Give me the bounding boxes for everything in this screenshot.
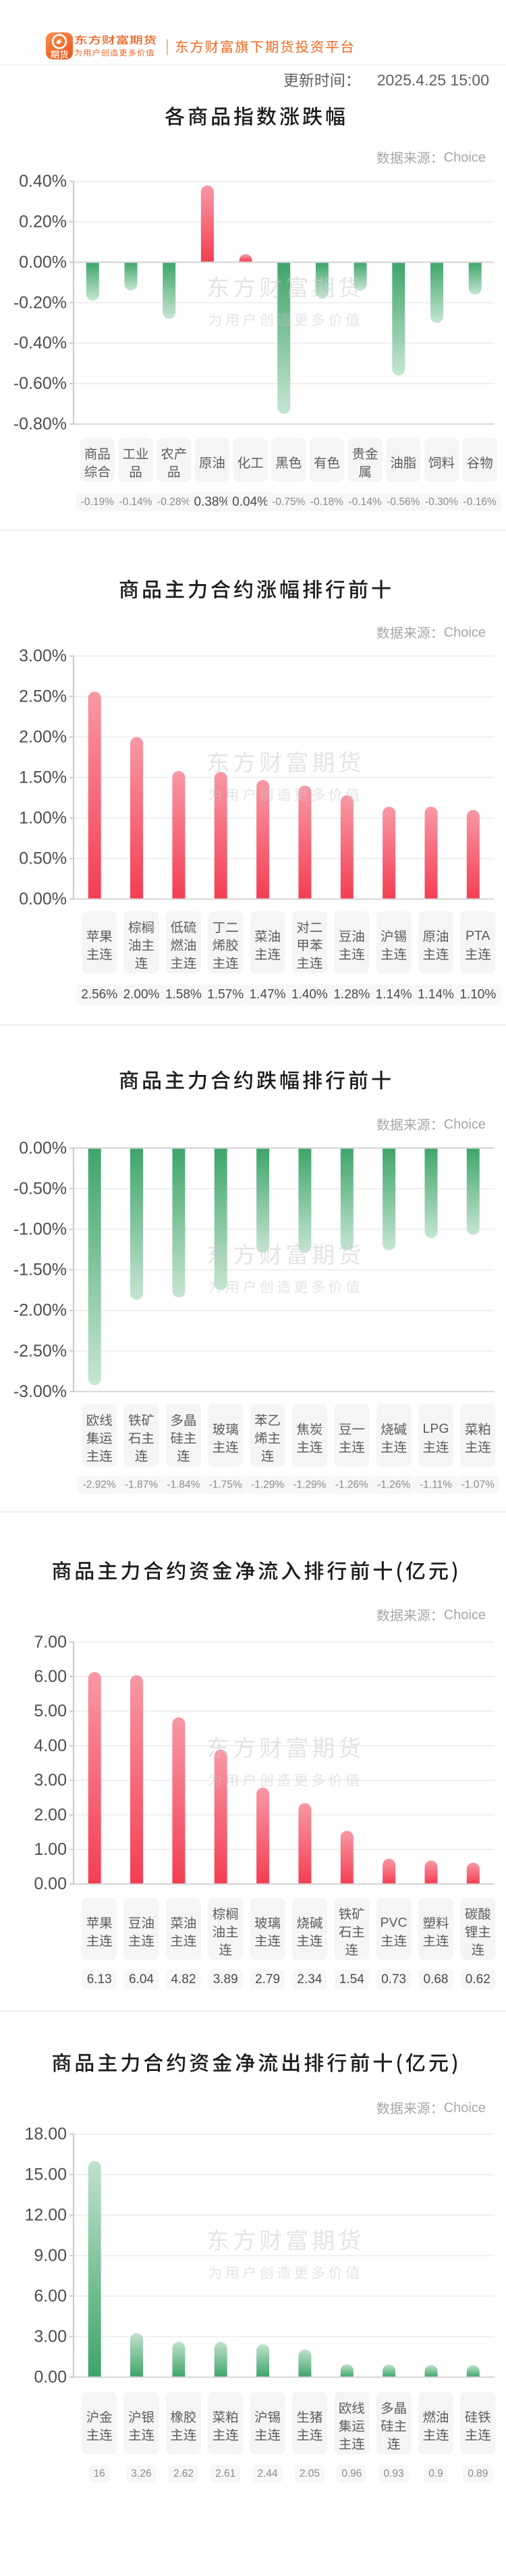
svg-text:3.26: 3.26 <box>131 2468 151 2479</box>
svg-text:16: 16 <box>94 2468 105 2479</box>
svg-text:7.00: 7.00 <box>34 1633 67 1652</box>
svg-text:1.54: 1.54 <box>339 1972 364 1987</box>
svg-text:-0.19%: -0.19% <box>81 496 114 508</box>
svg-text:0.00: 0.00 <box>34 2368 67 2387</box>
svg-text:-1.50%: -1.50% <box>13 1261 67 1280</box>
svg-text:0.20%: 0.20% <box>19 213 67 232</box>
svg-text:0.00%: 0.00% <box>19 253 67 271</box>
svg-text:0.93: 0.93 <box>384 2468 404 2479</box>
svg-text:2.34: 2.34 <box>297 1972 322 1987</box>
svg-text:1.47%: 1.47% <box>250 988 286 1002</box>
svg-text:9.00: 9.00 <box>34 2246 67 2265</box>
svg-text:3.89: 3.89 <box>213 1972 238 1987</box>
svg-text:Choice: Choice <box>444 2101 486 2115</box>
svg-text:Choice: Choice <box>444 1608 486 1623</box>
svg-text:2.00: 2.00 <box>34 1806 67 1824</box>
svg-text:-2.92%: -2.92% <box>83 1479 116 1491</box>
svg-text:1.00: 1.00 <box>34 1840 67 1859</box>
svg-text:2.62: 2.62 <box>173 2468 194 2479</box>
svg-text:3.00: 3.00 <box>34 1771 67 1790</box>
svg-text:6.04: 6.04 <box>129 1972 154 1987</box>
svg-text:1.10%: 1.10% <box>459 988 496 1002</box>
svg-text:Choice: Choice <box>444 625 486 640</box>
svg-text:3.00%: 3.00% <box>19 647 67 666</box>
svg-text:-0.40%: -0.40% <box>13 334 67 352</box>
svg-text:-0.80%: -0.80% <box>13 415 67 433</box>
svg-text:2.79: 2.79 <box>255 1972 280 1987</box>
svg-text:0.96: 0.96 <box>341 2468 362 2479</box>
svg-text:0.50%: 0.50% <box>19 849 67 868</box>
svg-text:-2.00%: -2.00% <box>13 1301 67 1320</box>
svg-text:1.40%: 1.40% <box>291 988 328 1002</box>
svg-text:PVC: PVC <box>381 1915 407 1930</box>
svg-text:-3.00%: -3.00% <box>13 1382 67 1401</box>
svg-text:2.00%: 2.00% <box>123 988 160 1002</box>
svg-text:2.05: 2.05 <box>300 2468 320 2479</box>
svg-text:0.89: 0.89 <box>468 2468 488 2479</box>
svg-text:2.56%: 2.56% <box>81 988 117 1002</box>
svg-text:5.00: 5.00 <box>34 1702 67 1720</box>
svg-text:-0.14%: -0.14% <box>119 496 152 508</box>
svg-text:2.50%: 2.50% <box>19 687 67 706</box>
svg-text:0.68: 0.68 <box>424 1972 449 1987</box>
svg-text:0.00: 0.00 <box>34 1874 67 1893</box>
svg-text:-1.11%: -1.11% <box>420 1479 452 1491</box>
svg-text:6.00: 6.00 <box>34 2287 67 2306</box>
svg-text:-1.75%: -1.75% <box>209 1479 242 1491</box>
svg-text:1.50%: 1.50% <box>19 768 67 787</box>
svg-text:0.04%: 0.04% <box>232 495 269 509</box>
svg-text:-1.87%: -1.87% <box>125 1479 158 1491</box>
svg-text:18.00: 18.00 <box>24 2125 67 2144</box>
svg-text:2.44: 2.44 <box>258 2468 279 2479</box>
svg-text:2.61: 2.61 <box>215 2468 235 2479</box>
svg-text:-0.50%: -0.50% <box>13 1179 67 1198</box>
svg-text:-0.16%: -0.16% <box>463 496 497 508</box>
svg-text:0.40%: 0.40% <box>19 172 67 191</box>
svg-text:12.00: 12.00 <box>24 2206 67 2225</box>
svg-text:4.00: 4.00 <box>34 1736 67 1755</box>
svg-text:1.14%: 1.14% <box>376 988 412 1002</box>
svg-text:6.13: 6.13 <box>87 1972 112 1987</box>
svg-text:0.73: 0.73 <box>381 1972 406 1987</box>
svg-text:1.57%: 1.57% <box>207 988 244 1002</box>
svg-text:-0.20%: -0.20% <box>13 293 67 312</box>
svg-text:LPG: LPG <box>422 1421 449 1436</box>
svg-text:1.28%: 1.28% <box>333 988 370 1002</box>
svg-text:-1.84%: -1.84% <box>167 1479 200 1491</box>
svg-text:Choice: Choice <box>444 1117 486 1132</box>
svg-text:-0.30%: -0.30% <box>425 496 458 508</box>
svg-text:-1.07%: -1.07% <box>461 1479 495 1491</box>
svg-text:-0.18%: -0.18% <box>310 496 343 508</box>
svg-text:-2.50%: -2.50% <box>13 1342 67 1361</box>
svg-text:-1.29%: -1.29% <box>293 1479 326 1491</box>
svg-text:4.82: 4.82 <box>171 1972 196 1987</box>
svg-text:-1.26%: -1.26% <box>377 1479 410 1491</box>
svg-text:0.00%: 0.00% <box>19 1138 67 1157</box>
svg-text:0.9: 0.9 <box>428 2468 443 2479</box>
svg-text:-1.26%: -1.26% <box>335 1479 368 1491</box>
svg-text:-0.28%: -0.28% <box>157 496 190 508</box>
svg-text:-0.56%: -0.56% <box>387 496 420 508</box>
svg-text:0.00%: 0.00% <box>19 890 67 909</box>
svg-text:PTA: PTA <box>466 928 490 943</box>
svg-text:2.00%: 2.00% <box>19 728 67 747</box>
svg-text:0.38%: 0.38% <box>194 495 230 509</box>
svg-text:1.00%: 1.00% <box>19 809 67 828</box>
svg-text:-0.14%: -0.14% <box>349 496 382 508</box>
svg-text:6.00: 6.00 <box>34 1667 67 1686</box>
svg-text:Choice: Choice <box>444 151 486 165</box>
svg-text:2025.4.25 15:00: 2025.4.25 15:00 <box>377 72 489 89</box>
svg-text:1.58%: 1.58% <box>165 988 202 1002</box>
svg-text:1.14%: 1.14% <box>418 988 454 1002</box>
svg-text:3.00: 3.00 <box>34 2328 67 2346</box>
svg-text:-1.29%: -1.29% <box>251 1479 284 1491</box>
svg-text:0.62: 0.62 <box>466 1972 490 1987</box>
svg-text:15.00: 15.00 <box>24 2165 67 2184</box>
svg-text:-1.00%: -1.00% <box>13 1220 67 1239</box>
svg-text:-0.75%: -0.75% <box>272 496 305 508</box>
svg-text:-0.60%: -0.60% <box>13 374 67 393</box>
